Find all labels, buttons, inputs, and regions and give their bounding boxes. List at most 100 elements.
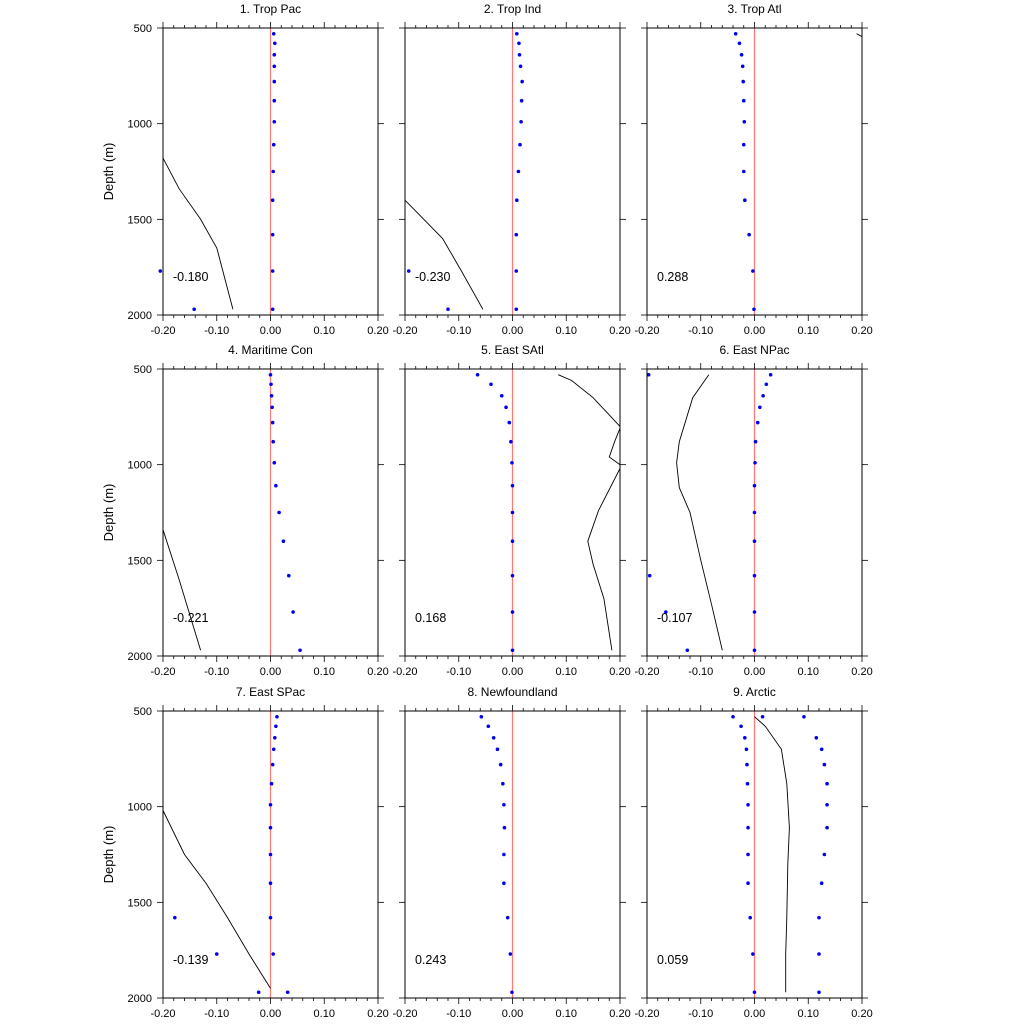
data-point — [271, 952, 275, 956]
panel-3: -0.20 -0.10 0.00 0.10 0.20 3. Trop Atl 0.288 — [634, 2, 872, 337]
data-point — [519, 119, 523, 124]
panel-title: 2. Trop Ind — [484, 2, 541, 16]
panel-title: 4. Maritime Con — [228, 343, 313, 357]
data-point — [502, 881, 506, 885]
x-tick-label: 0.00 — [260, 325, 281, 337]
data-point — [510, 648, 515, 653]
data-point — [514, 232, 519, 237]
data-point — [819, 747, 824, 752]
data-point — [486, 724, 491, 729]
data-point — [817, 990, 821, 995]
x-tick-label: 0.00 — [502, 666, 523, 678]
data-point — [272, 98, 277, 103]
panel-2: -0.20 -0.10 0.00 0.10 0.20 2. Trop Ind -0.230 — [392, 2, 630, 337]
data-point — [741, 79, 746, 84]
data-point — [747, 232, 751, 237]
data-point — [510, 510, 515, 515]
data-point — [758, 405, 762, 410]
data-point — [516, 169, 521, 174]
profile-line — [162, 157, 234, 310]
data-point — [518, 142, 522, 147]
data-point — [819, 881, 824, 885]
data-point — [519, 98, 524, 103]
data-point — [510, 460, 514, 465]
x-tick-label: 0.10 — [556, 1008, 577, 1020]
correlation-value: 0.288 — [657, 270, 688, 284]
data-point — [508, 952, 513, 956]
y-tick-label: 500 — [134, 23, 152, 35]
panel-title: 9. Arctic — [733, 685, 776, 699]
correlation-value: -0.107 — [657, 611, 692, 625]
panel-title: 1. Trop Pac — [240, 2, 301, 16]
data-point — [510, 610, 515, 614]
data-point — [517, 41, 521, 46]
data-point — [489, 382, 493, 387]
data-point — [446, 307, 450, 312]
data-point — [273, 41, 277, 46]
y-tick-label: 1000 — [128, 460, 152, 472]
data-point — [515, 31, 519, 36]
data-point — [274, 483, 278, 488]
data-point — [270, 198, 275, 202]
panel-title: 7. East SPac — [236, 685, 305, 699]
panel-title: 5. East SAtl — [481, 343, 544, 357]
data-point — [491, 735, 496, 740]
x-tick-label: 0.10 — [314, 325, 335, 337]
data-point — [822, 762, 827, 767]
profile-line — [676, 374, 723, 651]
data-point — [510, 573, 515, 578]
data-point — [298, 648, 302, 653]
y-axis-label: Depth (m) — [101, 484, 116, 542]
data-point — [518, 64, 523, 69]
y-axis-label: Depth (m) — [101, 826, 116, 884]
data-point — [739, 52, 744, 57]
x-tick-label: -0.10 — [204, 325, 229, 337]
data-point — [752, 610, 757, 614]
data-point — [744, 747, 749, 752]
y-tick-label: 500 — [134, 706, 152, 718]
data-point — [514, 269, 519, 273]
data-point — [270, 762, 275, 767]
data-point — [748, 915, 752, 920]
panel-5: -0.20 -0.10 0.00 0.10 0.20 5. East SAtl 0.168 — [392, 343, 630, 678]
y-tick-label: 2000 — [128, 310, 152, 322]
x-tick-label: -0.10 — [446, 666, 471, 678]
profile-line — [856, 33, 863, 37]
data-point — [273, 735, 277, 740]
y-tick-label: 500 — [134, 364, 152, 376]
y-tick-label: 1500 — [128, 897, 152, 909]
x-tick-label: -0.20 — [150, 666, 175, 678]
data-point — [173, 915, 177, 920]
data-point — [502, 852, 506, 857]
data-point — [802, 714, 806, 719]
data-point — [814, 735, 819, 740]
data-point — [646, 372, 651, 377]
x-tick-label: -0.10 — [446, 1008, 471, 1020]
data-point — [269, 393, 274, 398]
y-tick-label: 1000 — [128, 119, 152, 131]
data-point — [752, 307, 756, 312]
data-point — [268, 802, 273, 807]
data-point — [272, 64, 277, 69]
x-tick-label: -0.10 — [446, 325, 471, 337]
data-point — [479, 714, 484, 719]
data-point — [509, 439, 513, 444]
data-point — [285, 990, 290, 995]
x-tick-label: 0.00 — [260, 1008, 281, 1020]
data-point — [502, 825, 507, 830]
x-tick-label: 0.00 — [502, 1008, 523, 1020]
correlation-value: -0.180 — [173, 270, 208, 284]
data-point — [514, 307, 519, 312]
data-point — [760, 714, 765, 719]
data-point — [269, 382, 273, 387]
data-point — [510, 990, 514, 995]
data-point — [647, 573, 652, 578]
data-point — [740, 64, 745, 69]
data-point — [502, 802, 506, 807]
x-tick-label: 0.20 — [851, 325, 872, 337]
data-point — [286, 573, 291, 578]
data-point — [737, 41, 742, 46]
x-tick-label: 0.10 — [798, 666, 819, 678]
x-tick-label: 0.20 — [367, 325, 388, 337]
